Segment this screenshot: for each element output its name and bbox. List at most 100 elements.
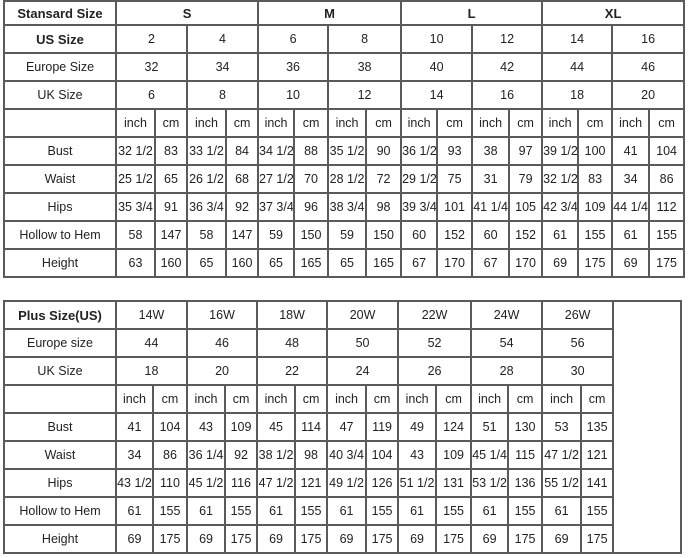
measurement-value: 61 xyxy=(541,220,580,250)
measurement-value: 170 xyxy=(508,248,544,278)
measurement-value: 45 1/4 xyxy=(470,440,510,470)
measurement-value: 121 xyxy=(294,468,329,498)
size-value: 10 xyxy=(257,80,330,110)
unit-cm-header: cm xyxy=(436,108,474,138)
size-conversion-row: UK Size 18 20 22 24 26 28 30 xyxy=(3,356,681,386)
size-conversion-row: Europe size 44 46 48 50 52 54 56 xyxy=(3,328,681,358)
measurement-value: 175 xyxy=(580,524,615,554)
measurement-value: 36 1/2 xyxy=(400,136,439,166)
measurement-value: 170 xyxy=(436,248,474,278)
size-value: 20 xyxy=(611,80,686,110)
measurement-value: 61 xyxy=(115,496,154,526)
size-header: 22W xyxy=(397,300,473,330)
measurement-value: 116 xyxy=(224,468,259,498)
measurement-value: 34 xyxy=(115,440,154,470)
empty-label-cell xyxy=(3,384,117,414)
measurement-label: Hips xyxy=(3,192,117,222)
measurement-value: 88 xyxy=(293,136,330,166)
measurement-value: 175 xyxy=(577,248,614,278)
measurement-value: 155 xyxy=(648,220,686,250)
measurement-value: 49 1/2 xyxy=(326,468,368,498)
unit-cm-header: cm xyxy=(577,108,614,138)
unit-inch-header: inch xyxy=(470,384,510,414)
units-row: inch cm inch cm inch cm inch cm inch cm inch cm inch… xyxy=(3,108,686,138)
size-header-row: Stansard Size S M L XL xyxy=(3,0,686,26)
measurement-value: 135 xyxy=(580,412,615,442)
measurement-value: 126 xyxy=(365,468,400,498)
measurement-label: Hips xyxy=(3,468,117,498)
unit-cm-header: cm xyxy=(648,108,686,138)
measurement-value: 51 1/2 xyxy=(397,468,438,498)
measurement-value: 83 xyxy=(154,136,188,166)
measurement-value: 41 xyxy=(115,412,154,442)
unit-inch-header: inch xyxy=(186,108,227,138)
size-header: 14W xyxy=(114,300,189,330)
measurement-value: 61 xyxy=(186,496,227,526)
measurement-value: 155 xyxy=(224,496,259,526)
size-conversion-row: US Size 2 4 6 8 10 12 14 16 xyxy=(3,24,686,54)
unit-inch-header: inch xyxy=(327,108,368,138)
unit-cm-header: cm xyxy=(293,108,330,138)
measurement-row-hips: Hips 43 1/2 110 45 1/2 116 47 1/2 121 49 1/2 126… xyxy=(3,468,681,498)
measurement-row-hollow-to-hem: Hollow to Hem 58 147 58 147 59 150 59 150 60 152 60… xyxy=(3,220,686,250)
size-header: 26W xyxy=(541,300,615,330)
measurement-value: 26 1/2 xyxy=(186,164,227,194)
size-header: M xyxy=(257,0,403,26)
measurement-value: 109 xyxy=(435,440,473,470)
measurement-label: Bust xyxy=(3,136,117,166)
unit-inch-header: inch xyxy=(186,384,227,414)
measurement-value: 165 xyxy=(365,248,403,278)
measurement-value: 69 xyxy=(186,524,227,554)
measurement-value: 35 1/2 xyxy=(327,136,368,166)
size-value: 32 xyxy=(115,52,188,82)
measurement-row-hips: Hips 35 3/4 91 36 3/4 92 37 3/4 96 38 3/4 98 39 3… xyxy=(3,192,686,222)
size-value: 24 xyxy=(326,356,400,386)
measurement-row-hollow-to-hem: Hollow to Hem 61 155 61 155 61 155 61 155 61 155 61… xyxy=(3,496,681,526)
size-value: 8 xyxy=(327,24,403,54)
measurement-value: 25 1/2 xyxy=(115,164,156,194)
size-header: S xyxy=(114,0,260,26)
measurement-value: 72 xyxy=(365,164,403,194)
measurement-value: 101 xyxy=(436,192,474,222)
measurement-value: 60 xyxy=(471,220,511,250)
plus-size-table: Plus Size(US) 14W 16W 18W 20W 22W 24W 26W Europe… xyxy=(3,300,683,554)
measurement-value: 69 xyxy=(397,524,438,554)
measurement-value: 91 xyxy=(154,192,188,222)
measurement-value: 41 1/4 xyxy=(471,192,511,222)
size-value: 36 xyxy=(257,52,330,82)
measurement-value: 41 xyxy=(611,136,651,166)
measurement-value: 86 xyxy=(648,164,686,194)
measurement-row-height: Height 63 160 65 160 65 165 65 165 67 170 67 170 69 17… xyxy=(3,248,686,278)
measurement-value: 110 xyxy=(151,468,189,498)
measurement-value: 92 xyxy=(224,440,259,470)
size-value: 6 xyxy=(257,24,330,54)
measurement-value: 58 xyxy=(186,220,227,250)
size-value: 46 xyxy=(611,52,686,82)
unit-cm-header: cm xyxy=(224,108,260,138)
size-value: 40 xyxy=(400,52,474,82)
measurement-value: 58 xyxy=(115,220,156,250)
measurement-value: 83 xyxy=(577,164,614,194)
measurement-value: 38 1/2 xyxy=(256,440,297,470)
size-value: 38 xyxy=(327,52,403,82)
measurement-value: 43 xyxy=(186,412,227,442)
measurement-value: 155 xyxy=(580,496,615,526)
standard-size-table: Stansard Size S M L XL US Size 2 4 6 8 10 12 14 16 Eur… xyxy=(3,0,686,278)
unit-inch-header: inch xyxy=(541,108,580,138)
measurement-value: 150 xyxy=(293,220,330,250)
size-value: 54 xyxy=(470,328,544,358)
measurement-value: 61 xyxy=(541,496,583,526)
size-value: 52 xyxy=(397,328,473,358)
measurement-value: 112 xyxy=(648,192,686,222)
size-value: 56 xyxy=(541,328,615,358)
measurement-value: 92 xyxy=(224,192,260,222)
size-value: 8 xyxy=(185,80,260,110)
measurement-value: 109 xyxy=(577,192,614,222)
size-header: 24W xyxy=(470,300,544,330)
measurement-value: 47 1/2 xyxy=(541,440,583,470)
size-value: 20 xyxy=(186,356,259,386)
measurement-value: 34 1/2 xyxy=(257,136,296,166)
measurement-value: 155 xyxy=(507,496,544,526)
size-value: 18 xyxy=(114,356,189,386)
measurement-value: 69 xyxy=(611,248,651,278)
